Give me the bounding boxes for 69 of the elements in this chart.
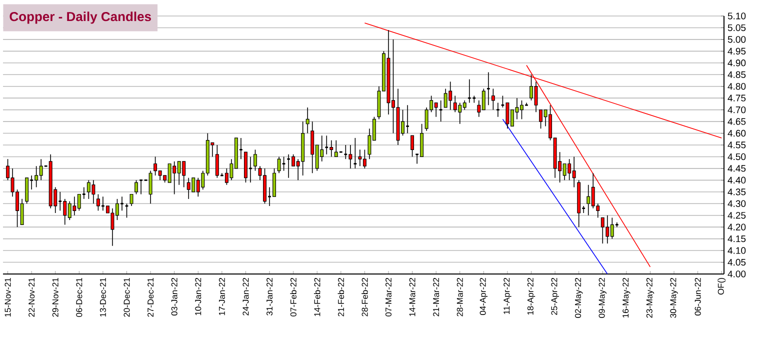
candlestick	[134, 180, 138, 195]
candlestick	[491, 88, 495, 110]
x-tick-label: 21-Mar-22	[433, 278, 440, 316]
x-tick-label: 15-Nov-21	[4, 278, 11, 317]
x-tick-label: 22-Nov-21	[28, 278, 35, 317]
candlestick	[306, 107, 310, 134]
x-tick-label: 28-Feb-22	[362, 278, 368, 316]
x-tick-label: 06-Jun-22	[694, 278, 701, 316]
y-tick-label: 5.00	[728, 36, 746, 43]
x-tick-label: 07-Mar-22	[385, 278, 392, 316]
x-tick-label: 07-Feb-22	[290, 278, 296, 316]
candlestick	[282, 156, 286, 172]
candlestick	[438, 100, 443, 122]
candlestick	[25, 177, 29, 204]
y-tick-label: 4.80	[728, 82, 746, 90]
candlestick	[130, 194, 134, 206]
candlestick	[148, 170, 152, 204]
x-tick-label: 20-Dec-21	[124, 278, 130, 317]
x-tick-label: 18-Apr-22	[527, 278, 536, 315]
y-tick-label: 4.55	[728, 142, 746, 148]
candlestick	[344, 144, 348, 160]
y-tick-label: 4.85	[728, 71, 746, 78]
x-tick-label: 09-May-22	[598, 278, 606, 318]
x-tick-label: 13-Dec-21	[100, 278, 106, 317]
y-tick-label: 4.20	[728, 224, 746, 230]
x-tick-label: 23-May-22	[646, 278, 654, 318]
chart-title: Copper - Daily Candles	[10, 12, 151, 24]
y-tick-label: 4.10	[728, 247, 746, 254]
x-tick-label: 06-Dec-21	[76, 278, 82, 317]
y-tick-label: 4.70	[728, 106, 746, 114]
y-tick-label: 5.05	[728, 24, 746, 32]
x-tick-label: 25-Apr-22	[551, 278, 559, 315]
x-tick-label: 31-Jan-22	[266, 278, 273, 316]
x-tick-label: 03-Jan-22	[171, 278, 178, 316]
y-tick-label: 4.35	[728, 188, 746, 196]
x-tick-label: 28-Mar-22	[456, 278, 463, 316]
y-tick-label: 4.00	[728, 270, 746, 278]
y-tick-label: 4.25	[728, 212, 746, 219]
x-tick-label: 30-May-22	[670, 278, 678, 318]
x-tick-label: 17-Jan-22	[218, 278, 225, 316]
y-tick-label: 4.90	[728, 60, 746, 66]
x-tick-label: 29-Nov-21	[52, 278, 58, 317]
x-tick-label: 21-Feb-22	[338, 278, 344, 316]
y-tick-label: 4.05	[728, 258, 746, 266]
candlestick	[410, 135, 414, 158]
candlestick	[472, 95, 476, 104]
y-tick-label: 4.75	[728, 94, 746, 102]
candlestick	[254, 149, 257, 172]
y-tick-label: 4.60	[728, 130, 746, 137]
y-tick-label: 5.10	[728, 12, 746, 20]
y-tick-label: 4.95	[728, 48, 746, 55]
x-tick-label: 14-Mar-22	[409, 278, 416, 316]
x-tick-label: OF()	[718, 278, 726, 295]
y-tick-label: 4.65	[728, 118, 746, 125]
y-tick-label: 4.40	[728, 176, 746, 184]
x-tick-label: 11-Apr-22	[504, 278, 512, 314]
y-tick-label: 4.15	[728, 235, 746, 242]
y-tick-label: 4.45	[728, 165, 746, 172]
x-tick-label: 10-Jan-22	[195, 278, 202, 316]
x-tick-label: 27-Dec-21	[148, 278, 154, 317]
x-tick-label: 24-Jan-22	[242, 278, 249, 316]
candlestick	[353, 138, 358, 169]
x-tick-label: 16-May-22	[622, 278, 630, 318]
y-tick-label: 4.50	[728, 153, 746, 160]
candlestick	[277, 156, 281, 174]
x-tick-label: 04-Apr-22	[480, 278, 488, 315]
x-tick-label: 14-Feb-22	[314, 278, 320, 316]
x-tick-label: 02-May-22	[575, 278, 583, 318]
y-tick-label: 4.30	[728, 200, 746, 207]
